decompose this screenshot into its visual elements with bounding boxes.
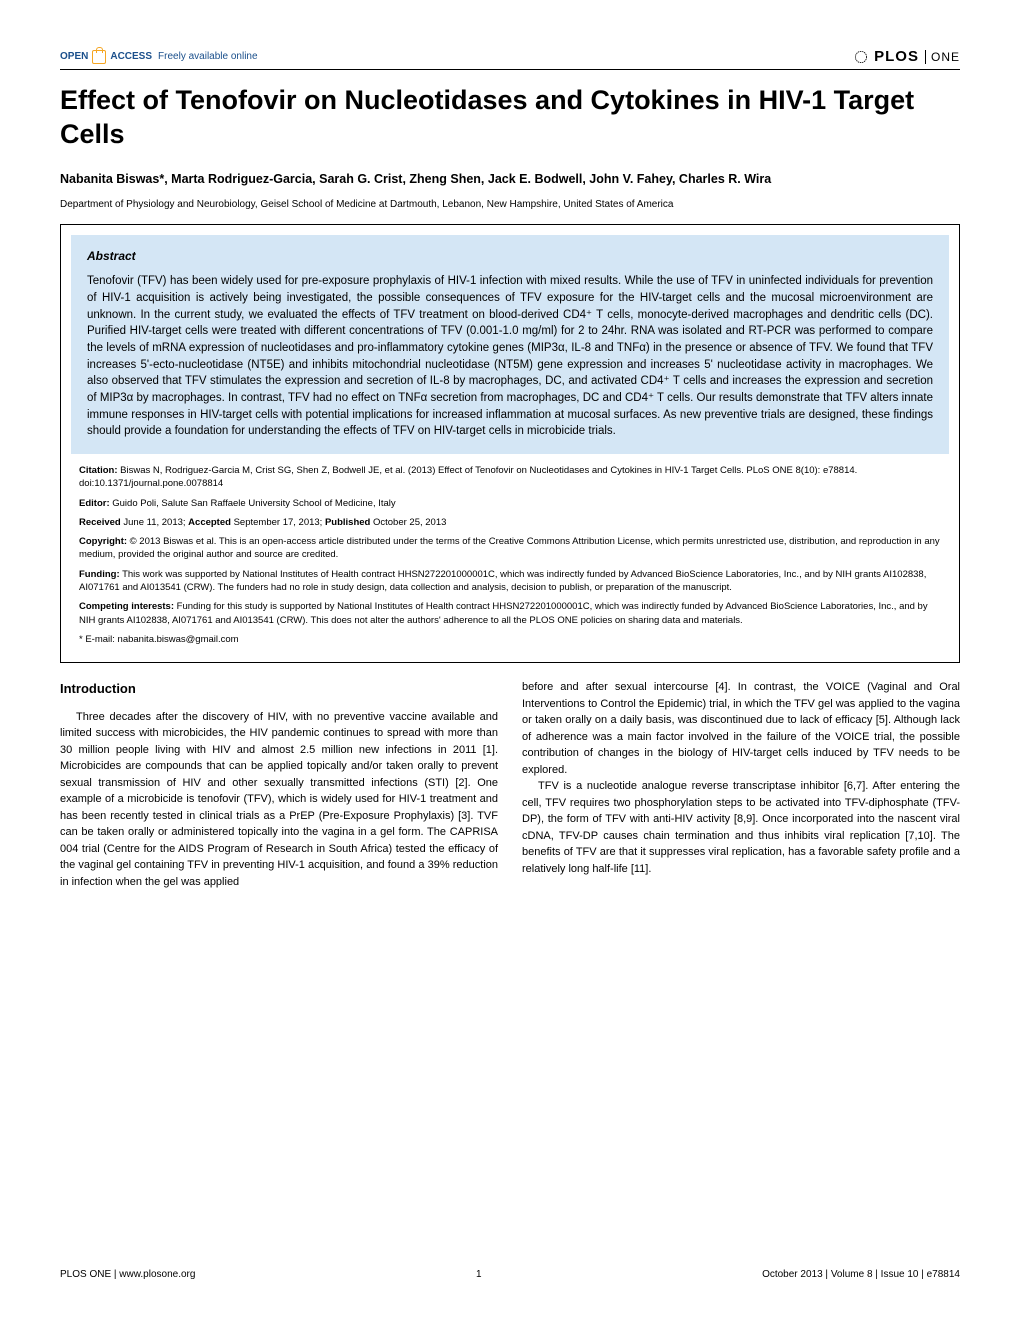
journal-sub: ONE [925, 50, 960, 64]
open-access-badge: OPEN ACCESS Freely available online [60, 50, 258, 64]
body-columns: Introduction Three decades after the dis… [60, 679, 960, 890]
intro-paragraph-2a: before and after sexual intercourse [4].… [522, 679, 960, 778]
page-footer: PLOS ONE | www.plosone.org 1 October 201… [60, 1269, 960, 1280]
metadata-section: Citation: Biswas N, Rodriguez-Garcia M, … [61, 464, 959, 662]
intro-paragraph-1: Three decades after the discovery of HIV… [60, 709, 498, 891]
email-line: * E-mail: nabanita.biswas@gmail.com [79, 633, 941, 646]
copyright-line: Copyright: © 2013 Biswas et al. This is … [79, 535, 941, 562]
dates-line: Received June 11, 2013; Accepted Septemb… [79, 516, 941, 529]
journal-logo: PLOS ONE [854, 48, 960, 65]
intro-paragraph-2b: TFV is a nucleotide analogue reverse tra… [522, 778, 960, 877]
author-list: Nabanita Biswas*, Marta Rodriguez-Garcia… [60, 170, 960, 189]
access-text: ACCESS [110, 51, 152, 62]
intro-heading: Introduction [60, 679, 498, 699]
abstract-text: Tenofovir (TFV) has been widely used for… [87, 273, 933, 440]
footer-left: PLOS ONE | www.plosone.org [60, 1269, 195, 1280]
plos-circle-icon [854, 50, 868, 64]
affiliation: Department of Physiology and Neurobiolog… [60, 198, 960, 212]
lock-open-icon [92, 50, 106, 64]
footer-page-number: 1 [476, 1269, 482, 1280]
article-title: Effect of Tenofovir on Nucleotidases and… [60, 84, 960, 152]
oa-tagline: Freely available online [158, 51, 258, 62]
footer-right: October 2013 | Volume 8 | Issue 10 | e78… [762, 1269, 960, 1280]
competing-line: Competing interests: Funding for this st… [79, 600, 941, 627]
left-column: Introduction Three decades after the dis… [60, 679, 498, 890]
right-column: before and after sexual intercourse [4].… [522, 679, 960, 890]
citation-line: Citation: Biswas N, Rodriguez-Garcia M, … [79, 464, 941, 491]
abstract-panel: Abstract Tenofovir (TFV) has been widely… [71, 235, 949, 454]
abstract-heading: Abstract [87, 249, 933, 263]
editor-line: Editor: Guido Poli, Salute San Raffaele … [79, 497, 941, 510]
journal-name: PLOS [874, 48, 919, 65]
abstract-container: Abstract Tenofovir (TFV) has been widely… [60, 224, 960, 663]
open-text: OPEN [60, 51, 88, 62]
funding-line: Funding: This work was supported by Nati… [79, 568, 941, 595]
header-bar: OPEN ACCESS Freely available online PLOS… [60, 48, 960, 70]
